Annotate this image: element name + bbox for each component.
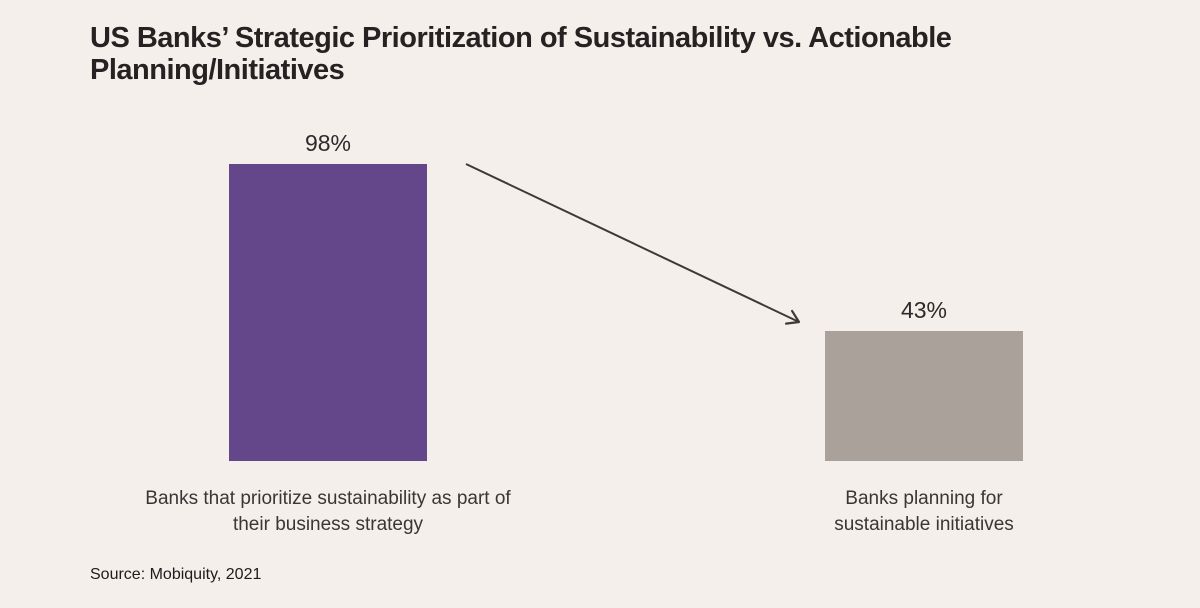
bar-prioritize-sustainability — [229, 164, 427, 461]
bar-value-label: 98% — [304, 130, 352, 156]
chart-title: US Banks’ Strategic Prioritization of Su… — [90, 22, 952, 87]
bar-value-label: 43% — [900, 297, 948, 323]
bar-category-label: Banks planning for sustainable initiativ… — [834, 488, 1014, 536]
bar-planning-initiatives — [825, 331, 1023, 461]
source-note: Source: Mobiquity, 2021 — [90, 566, 262, 583]
bar-category-label: Banks that prioritize sustainability as … — [145, 488, 511, 536]
